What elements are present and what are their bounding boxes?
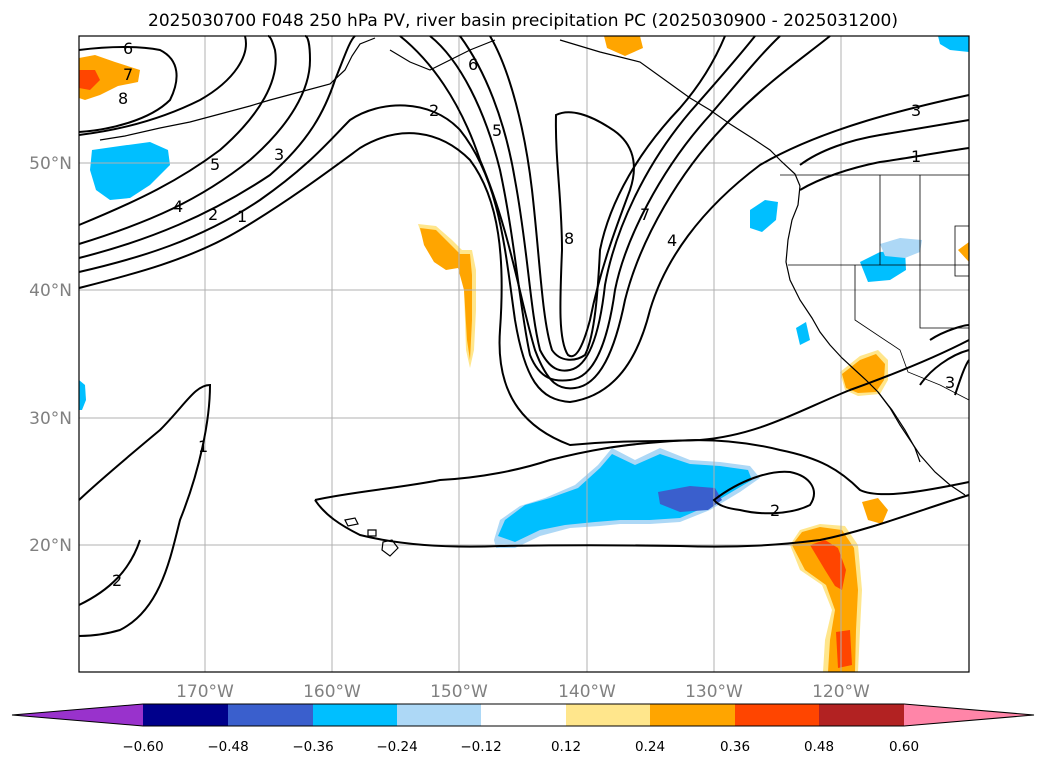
colorbar-bin: [143, 704, 228, 726]
latitude-labels: 50°N 40°N 30°N 20°N: [29, 154, 72, 556]
contour-label: 3: [274, 145, 284, 164]
map-panel: 6 7 8 5 3 4 2 1 6 2 5 8 7 4 3 1 1 2 3 2: [78, 35, 970, 673]
colorbar: −0.60 −0.48 −0.36 −0.24 −0.12 0.12 0.24 …: [11, 703, 1035, 755]
colorbar-tick-label: 0.48: [804, 739, 834, 755]
colorbar-bin: [397, 704, 481, 726]
colorbar-tick-label: −0.36: [292, 739, 333, 755]
pv-contours: [78, 35, 970, 637]
contour-label: 8: [118, 89, 128, 108]
contour-label: 1: [911, 147, 921, 166]
lon-label-170w: 170°W: [176, 682, 234, 702]
lat-label-20n: 20°N: [29, 536, 72, 556]
contour-label: 6: [123, 39, 133, 58]
map-frame: [78, 35, 970, 673]
contour-label: 5: [492, 121, 502, 140]
colorbar-bin: [566, 704, 650, 726]
contour-label: 2: [770, 501, 780, 520]
contour-label: 7: [123, 65, 133, 84]
map-title: 2025030700 F048 250 hPa PV, river basin …: [148, 11, 898, 31]
colorbar-tick-label: 0.24: [635, 739, 665, 755]
contour-label: 2: [429, 101, 439, 120]
political-borders: [780, 174, 970, 401]
lat-label-40n: 40°N: [29, 281, 72, 301]
contour-label: 4: [173, 197, 183, 216]
lon-label-120w: 120°W: [812, 682, 870, 702]
contour-label: 2: [208, 205, 218, 224]
contour-label: 1: [237, 207, 247, 226]
contour-label: 4: [667, 231, 677, 250]
coastlines: [99, 37, 966, 557]
colorbar-tick-label: −0.48: [207, 739, 248, 755]
colorbar-tick-label: −0.60: [122, 739, 163, 755]
colorbar-bin: [481, 704, 566, 726]
contour-label-group: 6 7 8 5 3 4 2 1 6 2 5 8 7 4 3 1 1 2 3 2: [112, 39, 955, 590]
colorbar-bin: [735, 704, 819, 726]
colorbar-extend-min: [12, 704, 143, 726]
colorbar-tick-label: −0.12: [460, 739, 501, 755]
colorbar-tick-label: 0.60: [889, 739, 919, 755]
colorbar-bin: [650, 704, 735, 726]
colorbar-bin: [819, 704, 904, 726]
contour-label: 3: [945, 373, 955, 392]
contour-label: 6: [468, 55, 478, 74]
contour-label: 5: [210, 155, 220, 174]
longitude-labels: 170°W 160°W 150°W 140°W 130°W 120°W: [176, 682, 870, 702]
contour-label: 8: [564, 229, 574, 248]
colorbar-bin: [313, 704, 397, 726]
contour-label: 1: [198, 437, 208, 456]
colorbar-tick-label: 0.12: [551, 739, 581, 755]
lon-label-160w: 160°W: [303, 682, 361, 702]
lon-label-150w: 150°W: [430, 682, 488, 702]
contour-label: 2: [112, 571, 122, 590]
colorbar-tick-label: 0.36: [720, 739, 750, 755]
colorbar-extend-max: [904, 704, 1034, 726]
contour-label: 7: [640, 205, 650, 224]
contour-label: 3: [911, 101, 921, 120]
graticule: [79, 36, 969, 672]
lat-label-50n: 50°N: [29, 154, 72, 174]
colorbar-bin: [228, 704, 313, 726]
lat-label-30n: 30°N: [29, 409, 72, 429]
lon-label-140w: 140°W: [558, 682, 616, 702]
colorbar-outline: [11, 703, 1035, 727]
colorbar-tick-label: −0.24: [376, 739, 417, 755]
lon-label-130w: 130°W: [685, 682, 743, 702]
